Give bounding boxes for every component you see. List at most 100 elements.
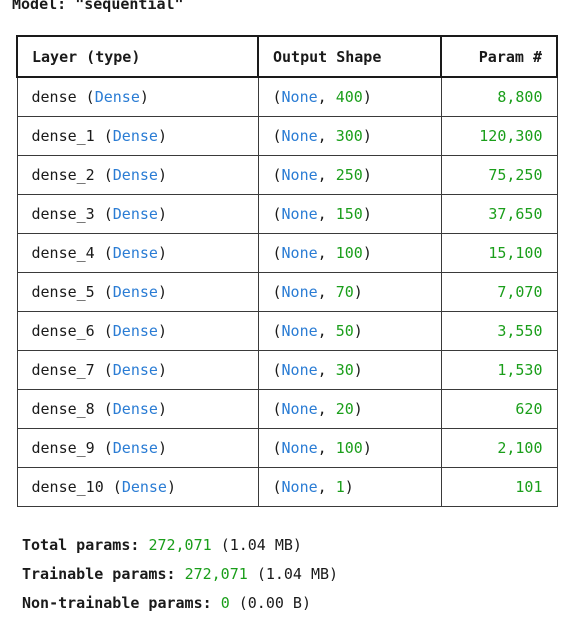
layer-cell: dense_5 (Dense): [16, 271, 259, 312]
table-row: dense_6 (Dense) (None, 50) 3,550: [16, 310, 558, 351]
batch-dim: None: [281, 438, 318, 457]
layer-name: dense_2: [31, 165, 95, 184]
output-units: 70: [335, 282, 354, 301]
trainable-params-value: 272,071: [184, 565, 248, 583]
batch-dim: None: [281, 282, 318, 301]
table-row: dense_10 (Dense) (None, 1) 101: [16, 466, 558, 507]
total-params-line: Total params: 272,071 (1.04 MB): [22, 531, 338, 560]
output-units: 20: [335, 399, 354, 418]
param-count-cell: 3,550: [440, 310, 558, 351]
table-row: dense_4 (Dense) (None, 100) 15,100: [16, 232, 558, 273]
layer-cell: dense_6 (Dense): [16, 310, 259, 351]
output-units: 100: [335, 438, 363, 457]
layer-name: dense_4: [31, 243, 95, 262]
output-shape-cell: (None, 300): [257, 115, 442, 156]
output-shape-cell: (None, 50): [257, 310, 442, 351]
output-units: 250: [335, 165, 363, 184]
batch-dim: None: [281, 399, 318, 418]
batch-dim: None: [281, 204, 318, 223]
output-units: 300: [335, 126, 363, 145]
param-count-cell: 2,100: [440, 427, 558, 468]
param-count-cell: 75,250: [440, 154, 558, 195]
batch-dim: None: [281, 477, 318, 496]
layer-type: Dense: [112, 399, 158, 418]
table-row: dense (Dense) (None, 400) 8,800: [16, 76, 558, 117]
table-row: dense_5 (Dense) (None, 70) 7,070: [16, 271, 558, 312]
layer-cell: dense_3 (Dense): [16, 193, 259, 234]
trainable-params-label: Trainable params:: [22, 565, 176, 583]
table-row: dense_8 (Dense) (None, 20) 620: [16, 388, 558, 429]
layer-name: dense_6: [31, 321, 95, 340]
batch-dim: None: [281, 87, 318, 106]
table-header-row: Layer (type) Output Shape Param #: [16, 35, 558, 78]
layer-cell: dense_4 (Dense): [16, 232, 259, 273]
output-units: 30: [335, 360, 354, 379]
layer-cell: dense_1 (Dense): [16, 115, 259, 156]
trainable-params-size: (1.04 MB): [256, 565, 339, 583]
layer-type: Dense: [112, 438, 158, 457]
non-trainable-params-value: 0: [220, 594, 230, 612]
output-units: 50: [335, 321, 354, 340]
total-params-size: (1.04 MB): [220, 536, 302, 554]
layer-type: Dense: [94, 87, 140, 106]
layer-name: dense_3: [31, 204, 95, 223]
output-shape-cell: (None, 250): [257, 154, 442, 195]
layer-cell: dense_8 (Dense): [16, 388, 259, 429]
layer-type: Dense: [112, 360, 158, 379]
layer-name: dense: [31, 87, 77, 106]
total-params-value: 272,071: [148, 536, 212, 554]
trainable-params-line: Trainable params: 272,071 (1.04 MB): [22, 560, 338, 589]
output-units: 150: [335, 204, 363, 223]
table-row: dense_1 (Dense) (None, 300) 120,300: [16, 115, 558, 156]
table-row: dense_2 (Dense) (None, 250) 75,250: [16, 154, 558, 195]
non-trainable-params-size: (0.00 B): [238, 594, 311, 612]
output-shape-cell: (None, 100): [257, 427, 442, 468]
param-count-cell: 37,650: [440, 193, 558, 234]
layer-name: dense_9: [31, 438, 95, 457]
layer-cell: dense (Dense): [16, 76, 259, 117]
param-count-cell: 620: [440, 388, 558, 429]
param-count-cell: 7,070: [440, 271, 558, 312]
table-row: dense_9 (Dense) (None, 100) 2,100: [16, 427, 558, 468]
non-trainable-params-label: Non-trainable params:: [22, 594, 212, 612]
header-output-shape: Output Shape: [257, 35, 442, 78]
layer-type: Dense: [112, 243, 158, 262]
table-body: dense (Dense) (None, 400) 8,800 dense_1 (De…: [16, 76, 558, 507]
model-title: Model: "sequential": [12, 0, 184, 13]
model-summary-table: Layer (type) Output Shape Param # dense …: [16, 35, 558, 507]
table-row: dense_3 (Dense) (None, 150) 37,650: [16, 193, 558, 234]
output-shape-cell: (None, 100): [257, 232, 442, 273]
batch-dim: None: [281, 126, 318, 145]
output-shape-cell: (None, 70): [257, 271, 442, 312]
layer-type: Dense: [121, 477, 167, 496]
layer-type: Dense: [112, 321, 158, 340]
layer-name: dense_10: [31, 477, 104, 496]
batch-dim: None: [281, 360, 318, 379]
output-shape-cell: (None, 30): [257, 349, 442, 390]
layer-name: dense_5: [31, 282, 95, 301]
table-row: dense_7 (Dense) (None, 30) 1,530: [16, 349, 558, 390]
layer-type: Dense: [112, 282, 158, 301]
layer-cell: dense_7 (Dense): [16, 349, 259, 390]
output-shape-cell: (None, 150): [257, 193, 442, 234]
layer-name: dense_7: [31, 360, 95, 379]
layer-name: dense_8: [31, 399, 95, 418]
layer-type: Dense: [112, 165, 158, 184]
param-count-cell: 1,530: [440, 349, 558, 390]
output-shape-cell: (None, 20): [257, 388, 442, 429]
header-layer-type: Layer (type): [16, 35, 259, 78]
layer-type: Dense: [112, 204, 158, 223]
total-params-label: Total params:: [22, 536, 140, 554]
non-trainable-params-line: Non-trainable params: 0 (0.00 B): [22, 589, 338, 618]
param-totals: Total params: 272,071 (1.04 MB) Trainabl…: [22, 531, 338, 618]
batch-dim: None: [281, 243, 318, 262]
param-count-cell: 8,800: [440, 76, 558, 117]
layer-cell: dense_2 (Dense): [16, 154, 259, 195]
output-units: 1: [335, 477, 345, 496]
output-shape-cell: (None, 400): [257, 76, 442, 117]
output-shape-cell: (None, 1): [257, 466, 442, 507]
output-units: 400: [335, 87, 363, 106]
param-count-cell: 120,300: [440, 115, 558, 156]
layer-cell: dense_9 (Dense): [16, 427, 259, 468]
output-units: 100: [335, 243, 363, 262]
